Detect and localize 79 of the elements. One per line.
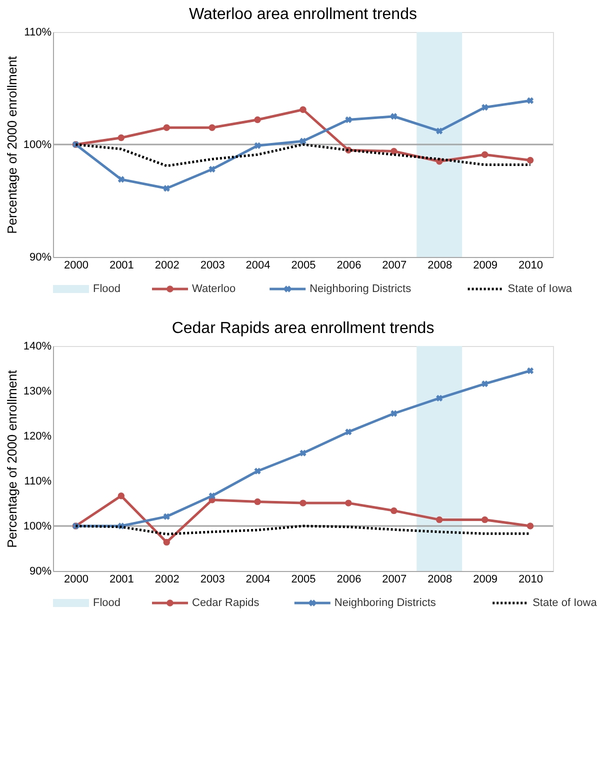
y-axis-title: Percentage of 2000 enrollment	[4, 370, 20, 548]
point	[254, 498, 261, 506]
point	[300, 106, 306, 113]
x-tick-label: 2000	[64, 260, 88, 272]
x-tick-label: 2004	[246, 260, 270, 272]
legend-label: Neighboring Districts	[310, 283, 412, 295]
legend-label: State of Iowa	[532, 597, 598, 609]
y-axis-title: Percentage of 2000 enrollment	[4, 56, 20, 234]
y-tick-label: 130%	[23, 386, 52, 398]
x-tick-label: 2008	[428, 574, 452, 586]
x-tick-label: 2001	[109, 574, 134, 586]
point	[300, 138, 306, 144]
point	[254, 142, 261, 149]
x-tick-label: 2003	[200, 574, 225, 586]
legend-label: State of Iowa	[508, 283, 573, 295]
point	[345, 428, 352, 436]
y-tick-label: 90%	[29, 252, 52, 264]
point	[481, 151, 488, 158]
point	[345, 500, 352, 506]
y-tick-label: 100%	[23, 139, 52, 151]
point	[390, 148, 398, 155]
y-tick-label: 90%	[29, 566, 52, 578]
y-tick-label: 140%	[23, 340, 52, 352]
x-tick-label: 2010	[518, 574, 544, 586]
point	[118, 176, 124, 183]
legend-label: Neighboring Districts	[334, 597, 436, 609]
x-tick-label: 2006	[336, 260, 362, 272]
chart-title: Cedar Rapids area enrollment trends	[172, 320, 434, 337]
x-tick-label: 2005	[291, 260, 316, 272]
legend-label: Flood	[93, 597, 121, 609]
x-tick-label: 2005	[291, 574, 316, 586]
legend-label: Cedar Rapids	[192, 597, 260, 609]
chart-title: Waterloo area enrollment trends	[189, 6, 417, 23]
point	[345, 116, 352, 124]
point	[436, 516, 443, 524]
x-tick-label: 2009	[473, 574, 498, 586]
point	[208, 166, 216, 173]
point	[481, 516, 488, 524]
legend-label: Flood	[93, 283, 121, 295]
point	[163, 185, 170, 192]
point	[390, 507, 398, 514]
point	[163, 513, 170, 520]
point	[300, 500, 306, 506]
point	[300, 450, 306, 456]
x-tick-label: 2002	[154, 574, 180, 586]
point	[118, 492, 125, 500]
point	[436, 128, 443, 134]
x-tick-label: 2002	[154, 260, 180, 272]
point	[436, 394, 443, 402]
point	[526, 97, 534, 104]
point	[254, 468, 261, 474]
x-tick-label: 2000	[64, 574, 88, 586]
y-tick-label: 120%	[23, 430, 52, 442]
x-tick-label: 2004	[246, 574, 270, 586]
y-tick-label: 110%	[24, 26, 52, 38]
y-tick-label: 110%	[24, 476, 52, 488]
x-tick-label: 2007	[382, 260, 407, 272]
point	[390, 410, 398, 417]
point	[163, 538, 170, 546]
point	[526, 522, 534, 530]
point	[526, 156, 534, 164]
legend-label: Waterloo	[192, 283, 236, 295]
point	[208, 492, 216, 500]
x-tick-label: 2001	[109, 260, 134, 272]
x-tick-label: 2008	[428, 260, 452, 272]
point	[482, 380, 488, 388]
x-tick-label: 2003	[200, 260, 225, 272]
point	[482, 104, 488, 111]
point	[163, 124, 170, 131]
point	[390, 113, 398, 120]
x-tick-label: 2009	[473, 260, 498, 272]
x-tick-label: 2006	[336, 574, 362, 586]
x-tick-label: 2007	[382, 574, 407, 586]
y-tick-label: 100%	[23, 520, 52, 532]
point	[118, 134, 125, 142]
point	[526, 367, 534, 374]
x-tick-label: 2010	[518, 260, 544, 272]
point	[254, 116, 261, 124]
point	[208, 124, 216, 131]
